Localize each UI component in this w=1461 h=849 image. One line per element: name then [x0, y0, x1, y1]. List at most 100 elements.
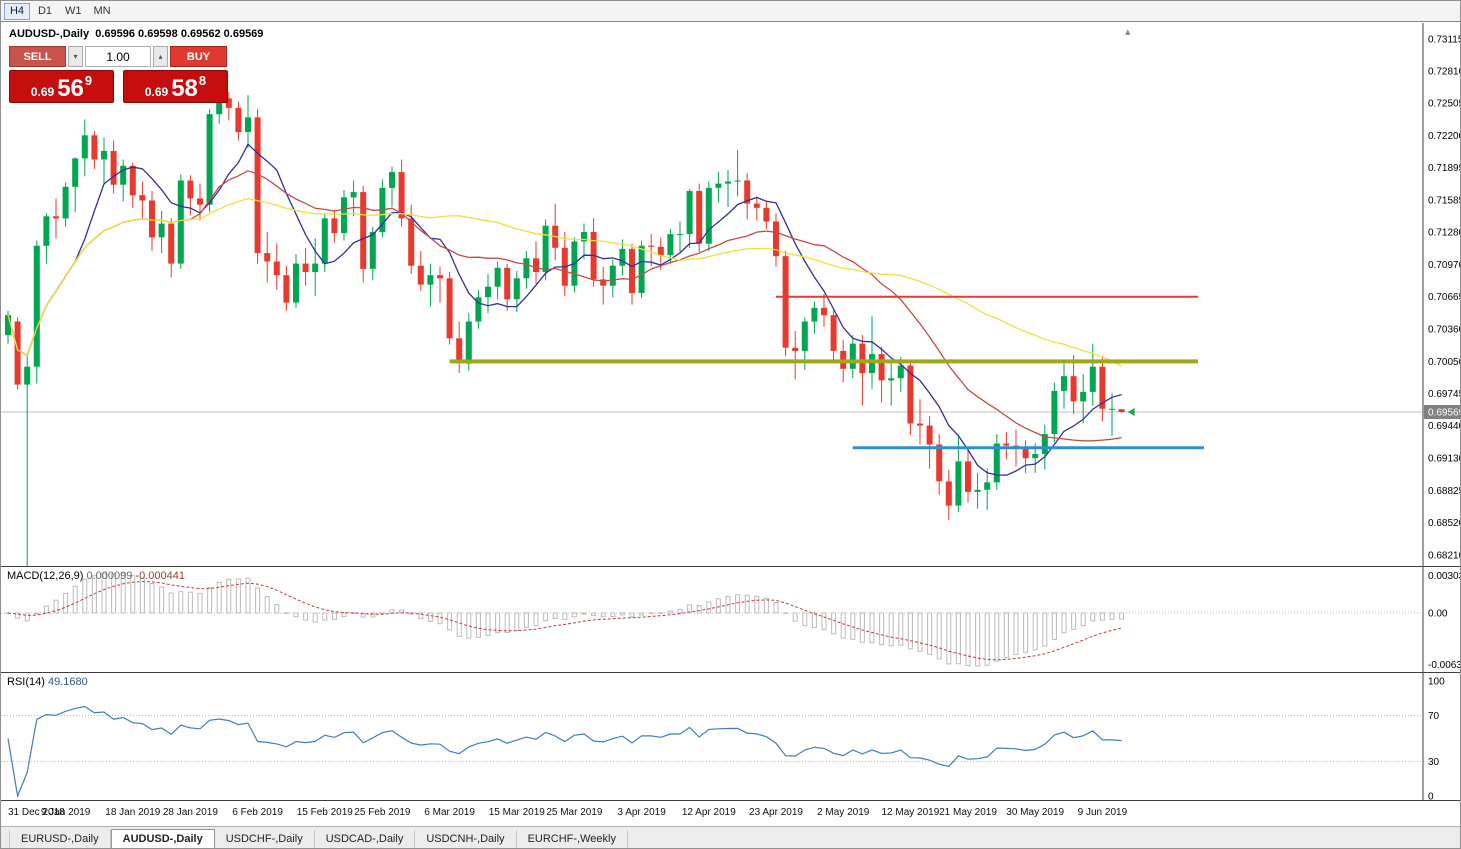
- rsi-chart-canvas[interactable]: 100 70 30 0: [1, 673, 1461, 800]
- tab-usdcad-daily[interactable]: USDCAD-,Daily: [315, 830, 416, 848]
- date-label: 12 Apr 2019: [681, 807, 736, 818]
- ask-price-pipette: 8: [198, 73, 207, 88]
- macd-name: MACD(12,26,9): [7, 570, 84, 582]
- date-label: 6 Mar 2019: [424, 807, 475, 818]
- sell-button[interactable]: SELL: [9, 46, 66, 67]
- svg-text:-0.006315: -0.006315: [1428, 660, 1461, 671]
- buy-price-button[interactable]: 0.69 58 8: [123, 70, 228, 103]
- tab-usdcnh-daily[interactable]: USDCNH-,Daily: [415, 830, 517, 848]
- date-axis[interactable]: 31 Dec 2018 9 Jan 2019 18 Jan 2019 28 Jan 2…: [1, 800, 1460, 827]
- chart-ohlc-values: 0.69596 0.69598 0.69562 0.69569: [95, 28, 264, 40]
- svg-text:70: 70: [1428, 711, 1440, 722]
- chart-symbol-label: AUDUSD-,Daily: [9, 28, 90, 40]
- bid-price-big: 56: [57, 75, 84, 103]
- chevron-up-icon: ▴: [158, 51, 163, 61]
- rsi-axis[interactable]: 100 70 30 0: [1422, 673, 1445, 801]
- rsi-label: RSI(14) 49.1680: [7, 676, 88, 688]
- svg-text:0.70665: 0.70665: [1428, 292, 1461, 303]
- volume-input[interactable]: [85, 46, 151, 67]
- date-label: 25 Feb 2019: [354, 807, 411, 818]
- tab-eurusd-daily[interactable]: EURUSD-,Daily: [9, 830, 111, 848]
- svg-text:0.69130: 0.69130: [1428, 454, 1461, 465]
- date-label: 31 Dec 2018: [8, 807, 65, 818]
- volume-increase-button[interactable]: ▴: [153, 46, 168, 67]
- date-label: 2 May 2019: [817, 807, 870, 818]
- trade-prices-row: 0.69 56 9 0.69 58 8: [9, 70, 228, 103]
- macd-main-value: 0.000099: [86, 570, 133, 582]
- timeframe-mn-button[interactable]: MN: [89, 3, 116, 20]
- price-axis[interactable]: 0.73115 0.72810 0.72505 0.72200 0.71895 0.715…: [1422, 23, 1461, 566]
- tab-eurchf-weekly[interactable]: EURCHF-,Weekly: [517, 830, 628, 848]
- svg-text:0.69745: 0.69745: [1428, 389, 1461, 400]
- date-label: 3 Apr 2019: [617, 807, 666, 818]
- date-label: 6 Feb 2019: [232, 807, 283, 818]
- svg-text:0: 0: [1428, 792, 1434, 801]
- panel-separator[interactable]: [1, 672, 1460, 673]
- ask-price-big: 58: [171, 75, 198, 103]
- moving-averages-layer: [7, 143, 1122, 476]
- svg-text:0.71585: 0.71585: [1428, 196, 1461, 207]
- svg-text:0.73115: 0.73115: [1428, 35, 1461, 46]
- svg-text:0.69569: 0.69569: [1428, 408, 1461, 419]
- svg-text:30: 30: [1428, 757, 1440, 768]
- macd-label: MACD(12,26,9) 0.000099 -0.000441: [7, 570, 185, 582]
- sell-price-button[interactable]: 0.69 56 9: [9, 70, 114, 103]
- rsi-name: RSI(14): [7, 676, 45, 688]
- timeframe-toolbar: H4 D1 W1 MN: [1, 1, 1460, 22]
- macd-chart-canvas[interactable]: 0.003035 0.00 -0.006315: [1, 567, 1461, 672]
- tab-usdchf-daily[interactable]: USDCHF-,Daily: [215, 830, 315, 848]
- bid-price-prefix: 0.69: [30, 84, 55, 99]
- svg-text:0.72200: 0.72200: [1428, 131, 1461, 142]
- date-label: 25 Mar 2019: [546, 807, 603, 818]
- rsi-indicator-panel: 100 70 30 0 RSI(14) 49.1680: [1, 673, 1461, 800]
- date-label: 15 Mar 2019: [488, 807, 545, 818]
- chevron-down-icon: ▾: [73, 51, 78, 61]
- date-label: 9 Jan 2019: [40, 807, 91, 818]
- macd-indicator-panel: 0.003035 0.00 -0.006315 MACD(12,26,9) 0.00…: [1, 567, 1461, 672]
- date-label: 9 Jun 2019: [1077, 807, 1128, 818]
- svg-text:0.71895: 0.71895: [1428, 163, 1461, 174]
- svg-text:0.003035: 0.003035: [1428, 571, 1461, 582]
- volume-decrease-button[interactable]: ▾: [68, 46, 83, 67]
- trade-controls-row: SELL ▾ ▴ BUY: [9, 46, 228, 67]
- svg-text:100: 100: [1428, 677, 1445, 688]
- svg-text:0.70970: 0.70970: [1428, 260, 1461, 271]
- svg-text:0.71280: 0.71280: [1428, 228, 1461, 239]
- collapse-panel-icon[interactable]: ▴: [1125, 26, 1131, 38]
- svg-text:0.69440: 0.69440: [1428, 421, 1461, 432]
- svg-text:0.00: 0.00: [1428, 609, 1448, 620]
- ask-price-prefix: 0.69: [144, 84, 169, 99]
- svg-text:0.68210: 0.68210: [1428, 551, 1461, 562]
- date-label: 30 May 2019: [1006, 807, 1065, 818]
- price-chart-panel: 0.73115 0.72810 0.72505 0.72200 0.71895 0.715…: [1, 23, 1461, 566]
- candles-layer: [1, 91, 1423, 566]
- svg-text:0.70360: 0.70360: [1428, 324, 1461, 335]
- timeframe-d1-button[interactable]: D1: [32, 3, 58, 20]
- macd-axis[interactable]: 0.003035 0.00 -0.006315: [1422, 567, 1461, 672]
- chart-tabs-bar: EURUSD-,Daily AUDUSD-,Daily USDCHF-,Daily U…: [1, 826, 1460, 848]
- svg-text:0.72810: 0.72810: [1428, 67, 1461, 78]
- date-label: 28 Jan 2019: [162, 807, 218, 818]
- macd-layer: [1, 572, 1423, 667]
- timeframe-w1-button[interactable]: W1: [60, 3, 87, 20]
- date-label: 23 Apr 2019: [749, 807, 803, 818]
- svg-text:0.68520: 0.68520: [1428, 518, 1461, 529]
- timeframe-h4-button[interactable]: H4: [4, 2, 30, 20]
- svg-text:0.68825: 0.68825: [1428, 486, 1461, 497]
- buy-button[interactable]: BUY: [170, 46, 227, 67]
- date-label: 12 May 2019: [881, 807, 940, 818]
- drawn-lines-layer: [449, 295, 1204, 450]
- tab-audusd-daily[interactable]: AUDUSD-,Daily: [110, 829, 215, 848]
- date-label: 18 Jan 2019: [105, 807, 161, 818]
- price-chart-canvas[interactable]: 0.73115 0.72810 0.72505 0.72200 0.71895 0.715…: [1, 23, 1461, 566]
- bid-price-pipette: 9: [84, 73, 93, 88]
- chart-title: AUDUSD-,Daily 0.69596 0.69598 0.69562 0.…: [9, 28, 263, 40]
- date-label: 15 Feb 2019: [296, 807, 353, 818]
- rsi-layer: [1, 705, 1423, 799]
- rsi-value: 49.1680: [47, 676, 88, 688]
- svg-text:0.70050: 0.70050: [1428, 357, 1461, 368]
- panel-separator[interactable]: [1, 566, 1460, 567]
- macd-signal-value: -0.000441: [135, 570, 185, 582]
